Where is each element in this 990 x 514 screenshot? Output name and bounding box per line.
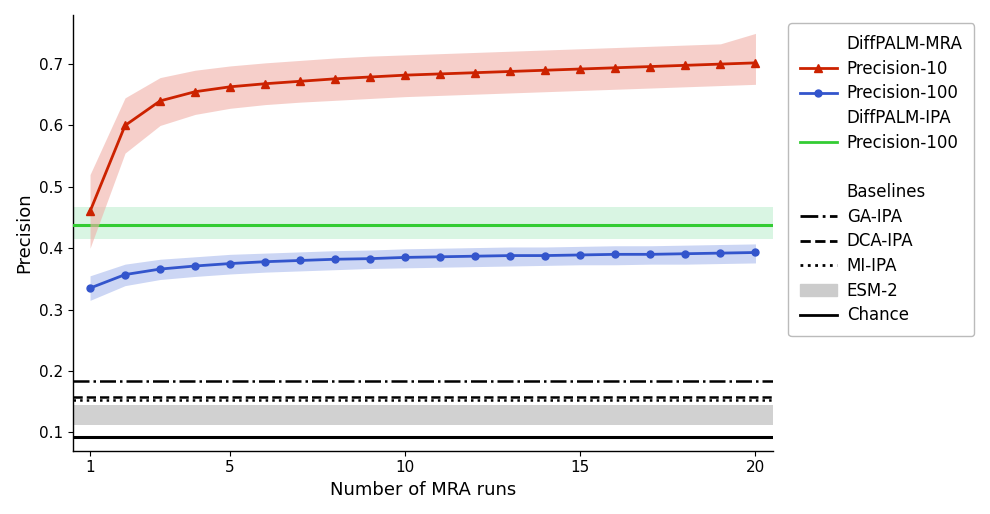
X-axis label: Number of MRA runs: Number of MRA runs bbox=[330, 481, 516, 499]
Legend: DiffPALM-MRA, Precision-10, Precision-100, DiffPALM-IPA, Precision-100,  , Basel: DiffPALM-MRA, Precision-10, Precision-10… bbox=[788, 23, 974, 336]
Y-axis label: Precision: Precision bbox=[15, 193, 33, 273]
